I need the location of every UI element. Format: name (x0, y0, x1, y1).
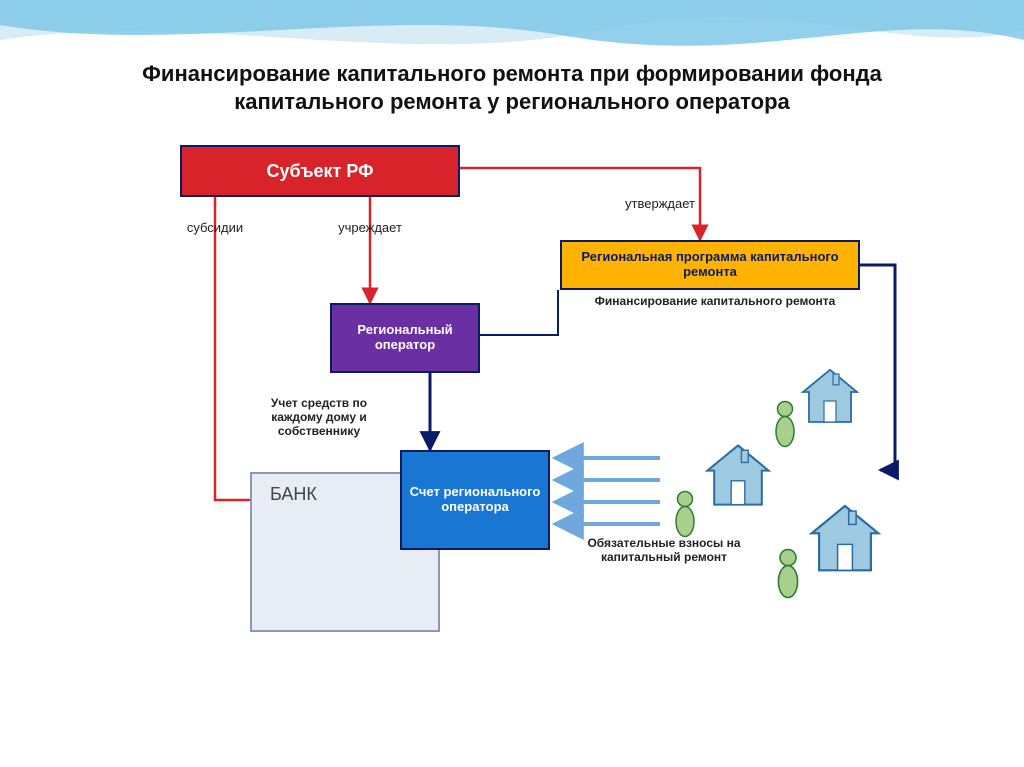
label-subsidies: субсидии (170, 220, 260, 235)
label-establishes: учреждает (320, 220, 420, 235)
house-icon (800, 365, 860, 430)
house-icon (808, 500, 882, 579)
person-icon (772, 548, 804, 604)
person-icon (770, 400, 800, 453)
house-icon (704, 440, 772, 513)
label-contributions: Обязательные взносы на капитальный ремон… (554, 536, 774, 564)
node-account: Счет регионального оператора (400, 450, 550, 550)
label-accounting: Учет средств по каждому дому и собственн… (244, 396, 394, 438)
label-approves: утверждает (600, 196, 720, 211)
diagram-stage: Финансирование капитального ремонта при … (0, 0, 1024, 767)
node-subject: Субъект РФ (180, 145, 460, 197)
node-operator: Региональный оператор (330, 303, 480, 373)
page-title: Финансирование капитального ремонта при … (100, 60, 924, 115)
label-financing: Финансирование капитального ремонта (560, 294, 870, 308)
person-icon (670, 490, 700, 543)
node-program: Региональная программа капитального ремо… (560, 240, 860, 290)
edges-layer (0, 0, 1024, 767)
